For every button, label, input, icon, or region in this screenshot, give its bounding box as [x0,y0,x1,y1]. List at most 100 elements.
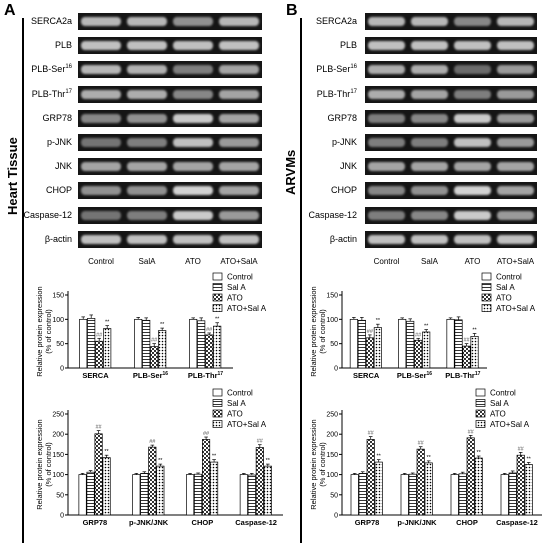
significance-mark: ## [518,446,525,452]
blot-band [368,113,405,123]
blot-band [219,162,259,172]
significance-mark: ** [212,454,217,460]
blot-label: PLB-Ser16 [293,64,357,74]
bar [210,461,219,516]
blot-band [454,89,491,99]
blot-band [368,89,405,99]
significance-mark: ## [368,431,375,437]
blot-label-text: PLB-Thr [31,88,66,99]
blot-band [219,113,259,123]
blot-band [127,17,167,26]
blot-label-text: CHOP [45,185,72,196]
blot-strip [78,230,262,248]
blot-label-text: CHOP [330,185,357,196]
bar [365,337,374,369]
blot-label: PLB-Ser16 [8,64,72,74]
bar [140,473,149,516]
y-axis-label: Relative protein expression [35,286,44,376]
bar [78,474,87,516]
blot-band [173,162,213,172]
y-tick-label: 0 [334,366,338,373]
blot-band [497,138,534,147]
blot-band [127,41,167,51]
bar [87,318,96,369]
category-label-superscript: 17 [475,371,481,377]
blot-label: β-actin [293,234,357,244]
blot-band [81,41,121,51]
bar [500,474,509,516]
blot-band [497,210,534,220]
panel-a-side-title: Heart Tissue [5,137,20,215]
blot-band [127,186,167,196]
significance-mark: ## [257,439,264,445]
bar [350,474,359,516]
y-tick-label: 100 [326,317,338,324]
condition-label: Control [373,257,400,266]
category-label: CHOP [192,518,214,527]
legend-swatch [475,388,486,397]
blot-band [411,138,448,147]
blot-label-text: SERCA2a [30,16,72,26]
blot-band [368,162,405,172]
blot-band [454,186,491,196]
blot-label-text: Caspase-12 [308,209,357,220]
blot-label: PLB-Thr17 [8,89,72,99]
bar [148,446,157,516]
bar [95,340,104,369]
condition-label: ATO [185,257,201,266]
bar [374,461,383,516]
bar [508,472,517,516]
y-tick-label: 200 [326,432,338,439]
y-tick-label: 250 [326,412,338,419]
y-tick-label: 50 [56,492,64,499]
y-tick-label: 0 [60,513,64,520]
significance-mark: ## [418,441,425,447]
category-label: p-JNK/JNK [397,518,437,527]
significance-mark: ** [160,322,165,328]
blot-band [219,65,259,75]
bar [194,473,203,516]
bar [454,319,463,369]
blot-label-text: PLB [54,40,72,51]
significance-mark: ** [158,458,163,464]
blot-label-text: GRP78 [327,112,357,123]
category-label: Caspase-12 [496,518,538,527]
blot-strip [365,61,537,79]
blot-label: GRP78 [8,113,72,123]
legend-label: ATO+Sal A [496,304,536,313]
blot-band [81,65,121,75]
significance-mark: ** [472,327,477,333]
blot-band [368,210,405,220]
blot-band [219,234,259,244]
blot-band [497,17,534,26]
blot-label-text: β-actin [44,233,72,244]
blot-band [411,89,448,99]
legend-swatch [212,388,223,397]
bar [255,447,264,516]
y-tick-label: 150 [326,293,338,300]
blot-strip [365,37,537,55]
blot-band [219,138,259,147]
blot-band [411,41,448,51]
legend-swatch [212,399,223,407]
blot-label-text: GRP78 [42,112,72,123]
blot-label: GRP78 [293,113,357,123]
blot-strip [78,109,262,127]
bar [466,437,475,516]
legend-swatch [475,420,486,428]
blot-strip [365,85,537,103]
blot-band [497,162,534,172]
legend-label: Sal A [227,283,246,292]
y-tick-label: 100 [52,317,64,324]
blot-strip [78,158,262,176]
y-tick-label: 0 [334,513,338,520]
bar [450,474,459,516]
chart-b-er-stress: Relative protein expression (% of control… [309,388,542,527]
significance-mark: ## [367,329,374,335]
significance-mark: ## [206,327,213,333]
legend-swatch [475,409,486,418]
y-axis-label: (% of control) [44,442,53,487]
bar [239,474,248,516]
significance-mark: ** [266,458,271,464]
category-label: Caspase-12 [235,518,277,527]
